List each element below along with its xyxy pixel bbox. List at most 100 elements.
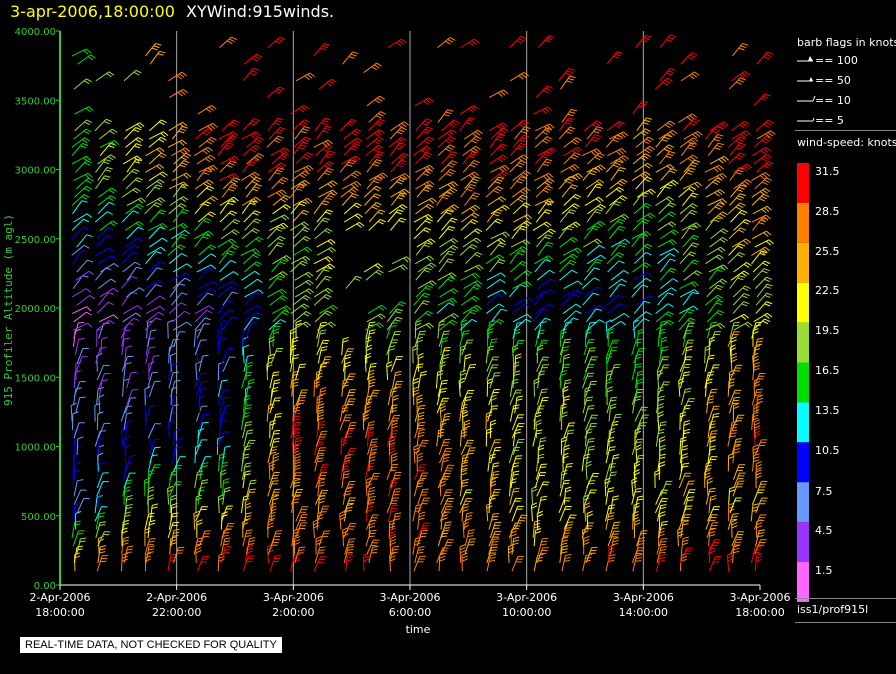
wind-barb: [633, 311, 652, 323]
wind-barb: [683, 270, 702, 281]
wind-barb: [416, 336, 424, 356]
wind-barb: [363, 263, 383, 273]
wind-barb: [121, 337, 131, 356]
wind-barb: [241, 462, 252, 480]
wind-barb: [635, 378, 644, 397]
wind-barb: [294, 546, 306, 563]
wind-barb: [416, 452, 423, 472]
wind-barb: [509, 160, 527, 173]
wind-barb: [219, 200, 236, 215]
wind-barb: [169, 283, 186, 298]
wind-barb: [366, 95, 386, 107]
wind-barb: [121, 187, 141, 198]
wind-barb: [295, 522, 308, 539]
wind-barb: [168, 222, 189, 231]
wind-barb: [221, 184, 238, 198]
wind-barb: [290, 221, 310, 231]
wind-barb: [313, 294, 332, 306]
wind-barb: [365, 496, 376, 514]
wind-barb: [294, 288, 315, 298]
wind-barb: [271, 259, 288, 273]
wind-barb: [560, 469, 568, 489]
wind-barb: [606, 346, 618, 364]
wind-barb: [415, 255, 435, 265]
wind-barb: [727, 252, 746, 265]
wind-barb: [727, 331, 740, 347]
wind-barb: [295, 152, 313, 165]
wind-barb: [240, 171, 260, 182]
wind-barbs-layer: [70, 34, 776, 572]
wind-barb: [242, 158, 259, 173]
wind-barb: [96, 411, 104, 430]
wind-barb: [364, 202, 382, 215]
wind-barb: [559, 545, 569, 563]
wind-barb: [318, 78, 337, 90]
wind-barb: [217, 327, 224, 347]
wind-barb: [631, 284, 649, 298]
wind-barb: [537, 147, 557, 157]
wind-barb: [343, 497, 356, 514]
title-product: XYWind:915winds.: [186, 2, 335, 21]
wind-barb: [513, 269, 532, 281]
wind-barb: [389, 535, 397, 555]
wind-barb: [438, 225, 456, 240]
x-tick-label-date: 3-Apr-2006: [263, 591, 324, 604]
wind-barb: [271, 379, 281, 397]
wind-barb: [315, 144, 333, 157]
wind-barb: [123, 412, 133, 430]
wind-barb: [485, 218, 503, 231]
wind-barb: [368, 151, 385, 165]
wind-barb: [316, 339, 330, 356]
wind-barb: [76, 497, 90, 514]
wind-barb: [536, 510, 544, 530]
wind-barb: [660, 229, 679, 240]
wind-barb: [76, 259, 94, 273]
wind-barb: [145, 184, 163, 198]
wind-barb: [171, 272, 191, 281]
wind-barb: [272, 309, 290, 323]
wind-barb: [729, 497, 742, 514]
wind-barb: [365, 514, 379, 530]
wind-barb: [172, 438, 184, 455]
wind-barb: [219, 160, 237, 173]
speed-color-swatch: [797, 562, 809, 602]
barb-legend-label: == 5: [815, 114, 844, 127]
y-tick-label: 2500.00: [15, 235, 56, 246]
wind-barb: [678, 186, 697, 198]
wind-barb: [317, 167, 334, 181]
wind-barb: [633, 277, 652, 289]
wind-barb: [147, 371, 158, 389]
wind-barb: [120, 323, 134, 339]
wind-barb: [197, 267, 215, 281]
wind-barb: [509, 487, 520, 505]
wind-barb: [586, 208, 603, 223]
speed-bin-label: 1.5: [815, 564, 833, 577]
wind-barb: [558, 68, 575, 82]
wind-barb: [73, 311, 92, 323]
wind-barb: [388, 404, 398, 422]
wind-barb: [683, 159, 701, 173]
wind-barb: [535, 85, 554, 98]
wind-barb: [536, 178, 555, 190]
wind-barb: [313, 256, 333, 265]
wind-barb: [681, 222, 701, 231]
wind-barb: [318, 530, 331, 547]
wind-barb: [535, 463, 548, 480]
wind-barb: [509, 389, 522, 406]
wind-barb: [342, 353, 352, 372]
wind-barb: [147, 329, 157, 347]
wind-barb: [71, 194, 90, 206]
wind-barb: [706, 284, 724, 298]
wind-barb: [95, 175, 111, 190]
wind-barb: [97, 545, 107, 563]
wind-barb: [123, 69, 142, 82]
wind-barb: [710, 228, 729, 240]
wind-barb: [292, 321, 312, 331]
wind-barb: [490, 164, 510, 173]
wind-barb: [682, 480, 695, 497]
wind-barb: [584, 286, 603, 298]
wind-barb: [148, 222, 168, 231]
wind-barb: [584, 437, 595, 455]
wind-barb: [709, 155, 730, 165]
wind-barb: [459, 117, 476, 132]
